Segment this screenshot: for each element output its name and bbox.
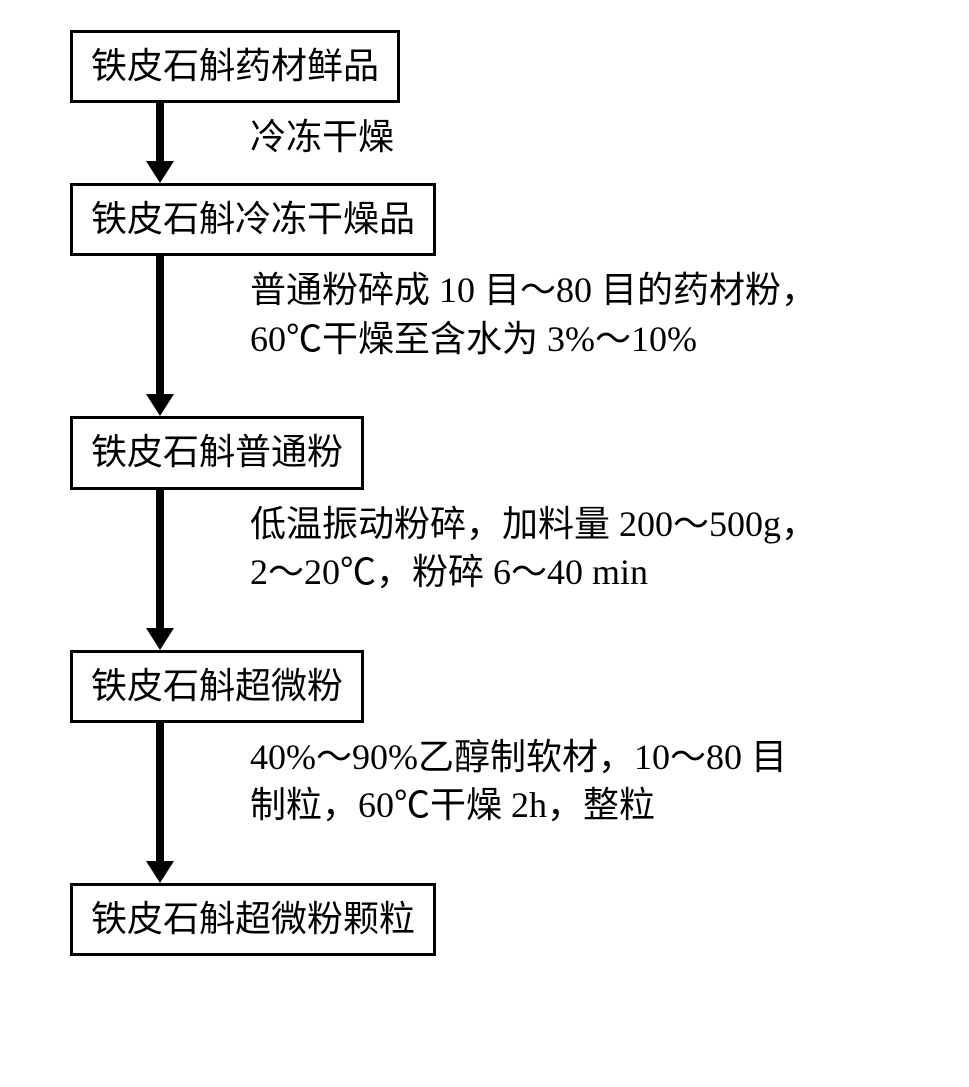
flow-edge-3-label: 低温振动粉碎，加料量 200～500g， 2～20℃，粉碎 6～40 min: [250, 490, 817, 597]
arrow-head-icon: [146, 394, 174, 416]
flow-node-5-label: 铁皮石斛超微粉颗粒: [91, 899, 415, 939]
flow-edge-2-label-line-2: 60℃干燥至含水为 3%～10%: [250, 319, 697, 359]
flow-edge-3-label-line-2: 2～20℃，粉碎 6～40 min: [250, 552, 648, 592]
flow-node-2-label: 铁皮石斛冷冻干燥品: [91, 199, 415, 239]
flow-node-3: 铁皮石斛普通粉: [70, 416, 364, 489]
arrow-shaft-icon: [156, 723, 164, 861]
flowchart-root: 铁皮石斛药材鲜品 冷冻干燥 铁皮石斛冷冻干燥品 普通粉碎成 10 目～80 目的…: [30, 30, 939, 956]
arrow-head-icon: [146, 161, 174, 183]
flow-node-1: 铁皮石斛药材鲜品: [70, 30, 400, 103]
flow-edge-4-label: 40%～90%乙醇制软材，10～80 目 制粒，60℃干燥 2h，整粒: [250, 723, 787, 830]
arrow-shaft-icon: [156, 103, 164, 161]
flow-edge-2: 普通粉碎成 10 目～80 目的药材粉， 60℃干燥至含水为 3%～10%: [70, 256, 817, 416]
arrow-head-icon: [146, 628, 174, 650]
flow-edge-4-label-line-2: 制粒，60℃干燥 2h，整粒: [250, 785, 655, 825]
flow-edge-4: 40%～90%乙醇制软材，10～80 目 制粒，60℃干燥 2h，整粒: [70, 723, 787, 883]
flow-edge-2-label-line-1: 普通粉碎成 10 目～80 目的药材粉，: [250, 270, 817, 310]
flow-edge-1-arrow: [70, 103, 250, 183]
arrow-shaft-icon: [156, 490, 164, 628]
flow-node-1-label: 铁皮石斛药材鲜品: [91, 46, 379, 86]
flow-edge-4-label-line-1: 40%～90%乙醇制软材，10～80 目: [250, 737, 787, 777]
arrow-head-icon: [146, 861, 174, 883]
flow-node-5: 铁皮石斛超微粉颗粒: [70, 883, 436, 956]
flow-node-3-label: 铁皮石斛普通粉: [91, 432, 343, 472]
flow-edge-3-label-line-1: 低温振动粉碎，加料量 200～500g，: [250, 504, 817, 544]
flow-node-4: 铁皮石斛超微粉: [70, 650, 364, 723]
flow-edge-1: 冷冻干燥: [70, 103, 394, 183]
flow-node-2: 铁皮石斛冷冻干燥品: [70, 183, 436, 256]
flow-edge-1-label: 冷冻干燥: [250, 103, 394, 162]
flow-edge-4-arrow: [70, 723, 250, 883]
flow-edge-2-label: 普通粉碎成 10 目～80 目的药材粉， 60℃干燥至含水为 3%～10%: [250, 256, 817, 363]
flow-edge-2-arrow: [70, 256, 250, 416]
arrow-shaft-icon: [156, 256, 164, 394]
flow-edge-3-arrow: [70, 490, 250, 650]
flow-edge-3: 低温振动粉碎，加料量 200～500g， 2～20℃，粉碎 6～40 min: [70, 490, 817, 650]
flow-node-4-label: 铁皮石斛超微粉: [91, 666, 343, 706]
flow-edge-1-label-line-1: 冷冻干燥: [250, 117, 394, 157]
